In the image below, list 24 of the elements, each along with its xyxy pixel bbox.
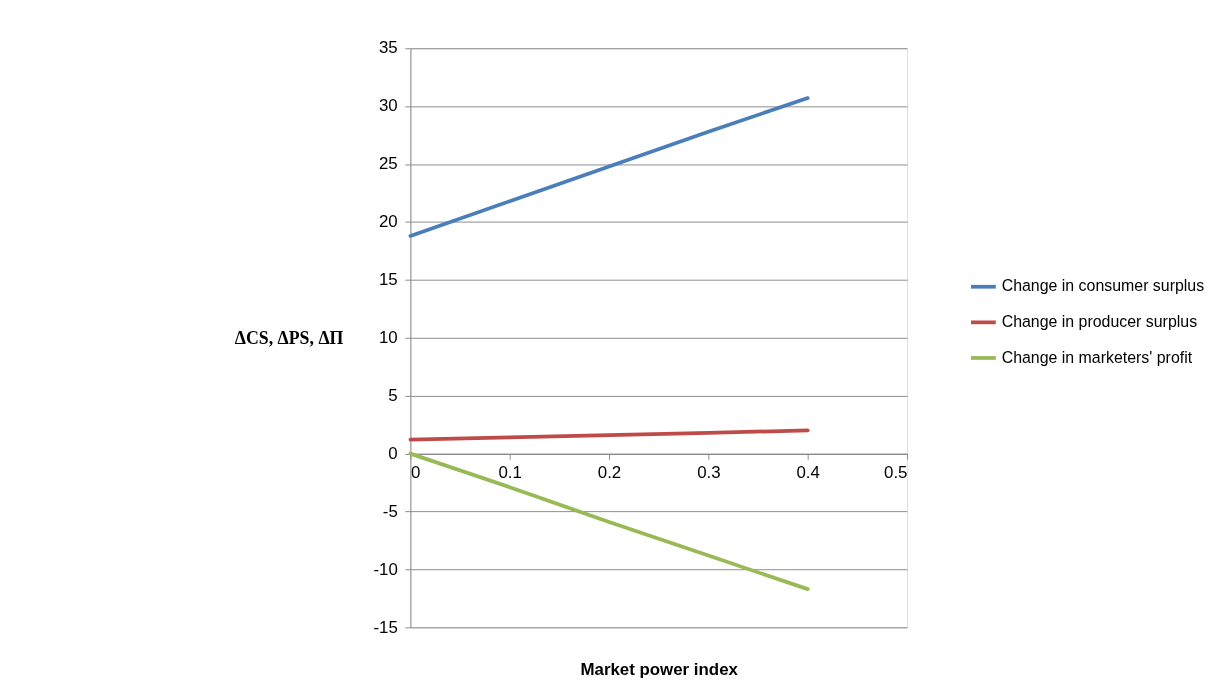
x-tick-label: 0.1 [498, 463, 522, 483]
y-tick-label: -5 [382, 501, 398, 521]
y-tick-label: 20 [379, 212, 398, 232]
x-tick-label: 0.5 [884, 463, 908, 483]
x-tick-label: 0.4 [796, 463, 820, 483]
y-tick-label: 10 [379, 327, 398, 347]
y-axis-title: ΔCS, ΔPS, ΔΠ [234, 327, 344, 348]
y-tick-label: 5 [388, 385, 398, 405]
x-tick-label: 0.2 [597, 463, 622, 483]
legend-label: Change in marketers' profit [1001, 348, 1193, 366]
x-tick-label: 0.3 [697, 463, 721, 483]
y-tick-label: 0 [388, 443, 398, 463]
y-tick-label: 25 [379, 154, 398, 174]
y-tick-label: 30 [379, 96, 398, 116]
x-axis-title: Market power index [580, 659, 739, 679]
y-tick-label: 15 [379, 270, 398, 290]
y-tick-label: 35 [379, 38, 398, 58]
line-series [408, 96, 810, 238]
line-series [408, 428, 810, 442]
legend-label: Change in consumer surplus [1001, 277, 1205, 295]
legend-label: Change in producer surplus [1001, 313, 1198, 331]
x-tick-label: 0 [410, 463, 421, 483]
y-tick-label: -15 [373, 617, 398, 637]
y-tick-label: -10 [373, 559, 398, 579]
